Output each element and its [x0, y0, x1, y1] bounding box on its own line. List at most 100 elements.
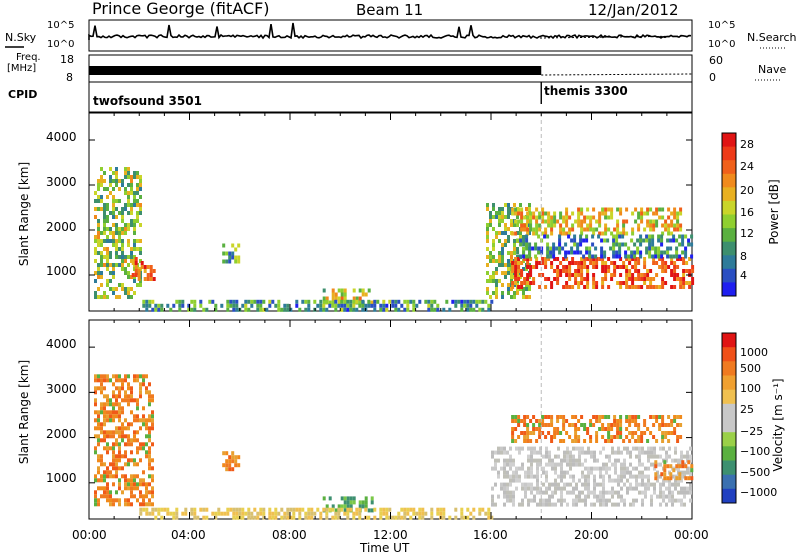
data-cell	[115, 454, 118, 459]
velocity-panel	[88, 319, 693, 520]
data-cell	[661, 419, 665, 423]
colorbar-swatch	[722, 361, 736, 376]
data-cell	[151, 398, 154, 403]
data-cell	[612, 234, 616, 239]
data-cell	[487, 307, 491, 312]
data-cell	[566, 502, 569, 507]
data-cell	[503, 486, 506, 491]
data-cell	[328, 507, 332, 512]
data-cell	[580, 281, 584, 285]
data-cell	[237, 455, 241, 460]
data-cell	[655, 415, 659, 419]
data-cell	[228, 455, 232, 460]
data-cell	[124, 502, 127, 507]
data-cell	[112, 223, 115, 227]
data-cell	[406, 303, 410, 308]
data-cell	[631, 277, 635, 281]
data-cell	[340, 299, 344, 304]
data-cell	[562, 427, 566, 431]
data-cell	[673, 227, 677, 232]
data-cell	[234, 455, 238, 460]
data-cell	[511, 261, 515, 265]
data-cell	[334, 511, 338, 516]
data-cell	[533, 498, 536, 503]
data-cell	[202, 307, 206, 312]
data-cell	[519, 238, 523, 243]
data-cell	[497, 450, 500, 455]
data-cell	[97, 263, 100, 267]
data-cell	[115, 386, 118, 391]
data-cell	[631, 257, 635, 261]
data-cell	[516, 291, 519, 295]
data-cell	[247, 507, 251, 512]
data-cell	[136, 462, 139, 467]
data-cell	[595, 435, 599, 439]
data-cell	[295, 507, 299, 512]
data-cell	[214, 515, 218, 520]
data-cell	[250, 515, 254, 520]
data-cell	[94, 291, 97, 295]
data-cell	[319, 307, 323, 312]
data-cell	[613, 435, 617, 439]
data-cell	[565, 215, 569, 220]
data-cell	[334, 299, 338, 304]
data-cell	[133, 231, 136, 235]
data-cell	[575, 486, 578, 491]
data-cell	[559, 211, 563, 216]
data-cell	[559, 261, 563, 265]
data-cell	[659, 486, 662, 491]
data-cell	[660, 234, 664, 239]
data-cell	[145, 303, 149, 308]
data-cell	[394, 299, 398, 304]
data-cell	[588, 246, 592, 251]
data-cell	[536, 486, 539, 491]
data-cell	[494, 482, 497, 487]
data-cell	[277, 303, 281, 308]
data-cell	[596, 494, 599, 499]
data-cell	[546, 250, 550, 255]
data-cell	[522, 242, 526, 247]
data-cell	[521, 462, 524, 467]
data-cell	[94, 259, 97, 263]
data-cell	[634, 261, 638, 265]
data-cell	[637, 415, 641, 419]
data-cell	[617, 502, 620, 507]
data-cell	[670, 419, 674, 423]
data-cell	[633, 250, 637, 255]
data-cell	[486, 287, 489, 291]
data-cell	[491, 454, 494, 459]
data-cell	[524, 470, 527, 475]
data-cell	[569, 450, 572, 455]
data-cell	[130, 259, 133, 263]
data-cell	[541, 273, 545, 277]
data-cell	[513, 239, 516, 243]
data-cell	[325, 296, 329, 301]
data-cell	[118, 239, 121, 243]
data-cell	[680, 502, 683, 507]
data-cell	[115, 251, 118, 255]
data-cell	[492, 243, 495, 247]
data-cell	[274, 511, 278, 516]
data-cell	[121, 398, 124, 403]
data-cell	[521, 502, 524, 507]
data-cell	[133, 434, 136, 439]
velocity-colorbar-label: Velocity [m s⁻¹]	[771, 378, 785, 472]
data-cell	[325, 307, 329, 312]
data-cell	[549, 246, 553, 251]
data-cell	[535, 265, 539, 269]
data-cell	[673, 207, 677, 212]
data-cell	[574, 435, 578, 439]
data-cell	[604, 269, 608, 273]
data-cell	[577, 211, 581, 216]
data-cell	[112, 235, 115, 239]
data-cell	[503, 466, 506, 471]
data-cell	[97, 418, 100, 423]
x-tick: 00:00	[72, 528, 107, 542]
data-cell	[514, 261, 518, 265]
data-cell	[682, 261, 686, 265]
data-cell	[536, 462, 539, 467]
data-cell	[298, 515, 302, 520]
data-cell	[331, 515, 335, 520]
data-cell	[328, 496, 332, 501]
data-cell	[623, 474, 626, 479]
